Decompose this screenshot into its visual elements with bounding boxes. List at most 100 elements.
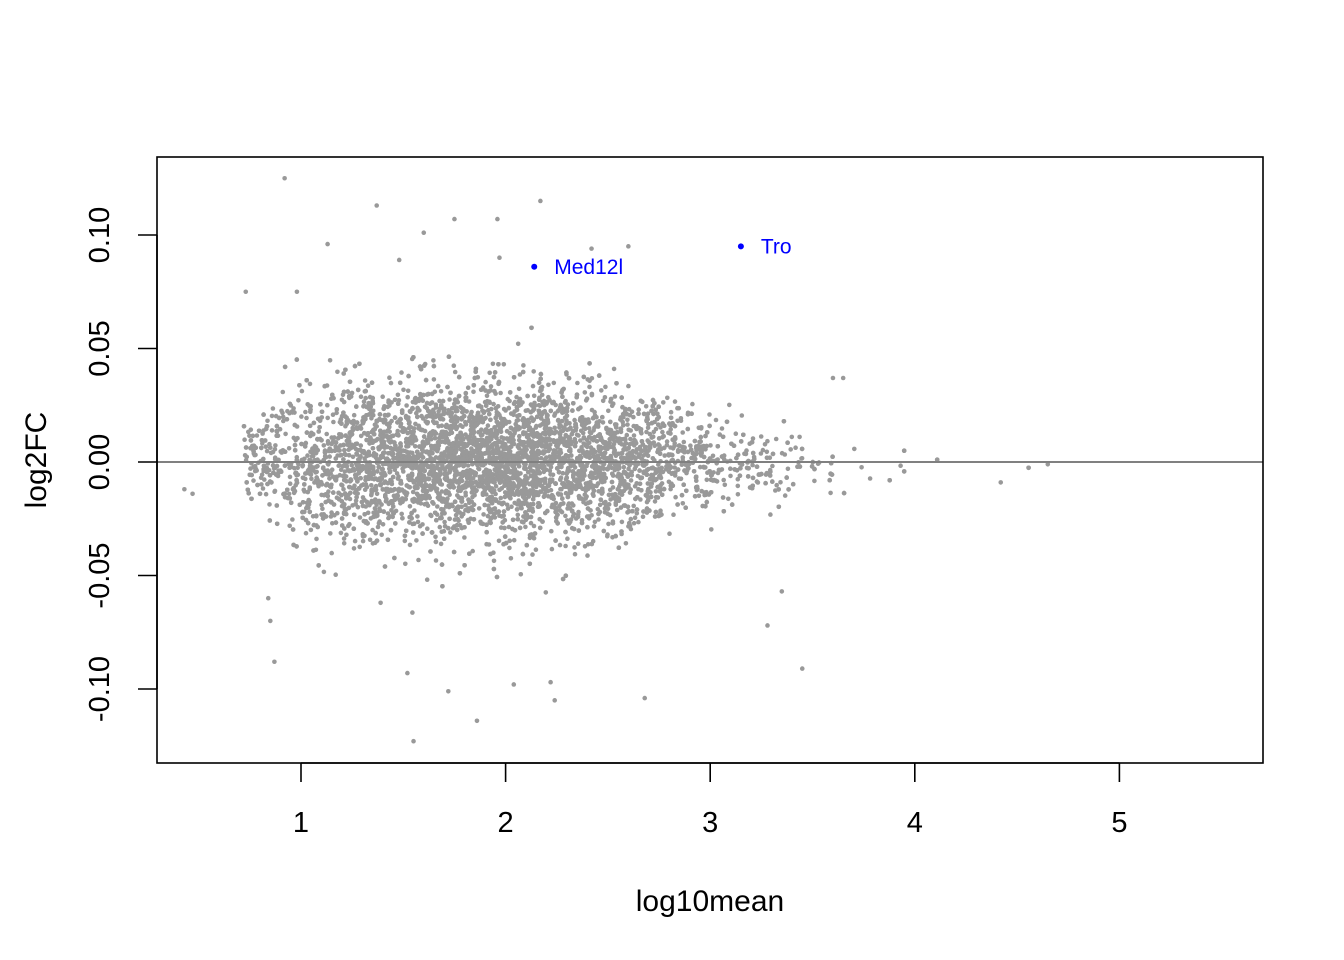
data-point: [292, 442, 298, 448]
data-point: [335, 369, 340, 375]
data-point: [451, 363, 457, 369]
data-point: [347, 521, 352, 527]
data-point: [336, 463, 342, 469]
data-point: [447, 468, 453, 474]
data-point: [622, 503, 628, 508]
data-point: [762, 442, 768, 447]
data-point: [280, 410, 285, 416]
data-point: [339, 482, 344, 488]
data-point: [438, 416, 443, 422]
data-point: [370, 527, 375, 533]
data-point: [376, 498, 382, 504]
data-point: [535, 467, 540, 472]
data-point: [555, 521, 560, 526]
data-point: [678, 416, 684, 421]
data-point: [312, 480, 317, 485]
data-point: [494, 574, 500, 580]
data-point: [389, 400, 394, 405]
data-point: [612, 492, 617, 498]
data-point: [403, 561, 408, 567]
data-point: [502, 494, 508, 500]
data-point: [638, 497, 643, 502]
data-point: [770, 463, 775, 469]
data-point: [672, 465, 677, 470]
data-point: [481, 512, 486, 517]
data-point: [493, 491, 498, 497]
data-point: [675, 405, 680, 411]
data-point: [501, 541, 506, 547]
data-point: [256, 428, 262, 434]
data-point: [433, 534, 438, 540]
data-point: [859, 465, 864, 470]
data-point: [523, 408, 529, 414]
data-point: [701, 465, 707, 470]
data-point: [493, 483, 499, 489]
data-point: [563, 421, 569, 427]
data-point: [303, 530, 309, 536]
data-point: [351, 426, 357, 432]
data-point: [273, 443, 278, 448]
data-point: [599, 491, 605, 496]
data-point: [296, 461, 301, 467]
data-point: [404, 436, 409, 442]
data-point: [328, 514, 334, 519]
data-point: [722, 482, 728, 488]
data-point: [356, 486, 362, 491]
data-point: [336, 490, 341, 496]
data-point: [349, 432, 355, 437]
data-point: [520, 454, 526, 460]
data-point: [633, 464, 639, 469]
data-point: [301, 487, 307, 493]
data-point: [564, 483, 570, 488]
data-point: [404, 403, 409, 408]
data-point: [448, 530, 453, 535]
data-point: [898, 463, 903, 469]
data-point: [556, 450, 562, 455]
data-point: [410, 489, 416, 495]
data-point: [788, 447, 793, 452]
data-point: [412, 444, 418, 449]
data-point: [609, 479, 615, 485]
data-point: [448, 427, 454, 433]
data-point: [505, 506, 511, 511]
data-point: [569, 501, 575, 506]
data-point: [670, 437, 675, 443]
data-point: [362, 456, 367, 461]
data-point: [516, 386, 522, 392]
data-point: [518, 572, 524, 577]
data-point: [607, 436, 612, 442]
data-point: [549, 528, 554, 534]
data-point: [755, 480, 761, 485]
data-point: [342, 526, 347, 531]
data-point: [438, 515, 444, 520]
data-point: [272, 489, 277, 495]
data-point: [625, 422, 630, 427]
data-point: [613, 425, 619, 430]
data-point: [387, 470, 393, 475]
data-point: [621, 423, 626, 428]
data-point: [661, 423, 667, 429]
data-point: [452, 401, 457, 407]
data-point: [387, 421, 393, 426]
data-point: [407, 504, 413, 509]
data-point: [287, 523, 293, 529]
data-point: [511, 412, 516, 418]
data-point: [385, 480, 391, 486]
data-point: [696, 493, 702, 499]
data-point: [432, 510, 438, 516]
data-point: [285, 408, 290, 414]
data-point: [589, 376, 595, 381]
data-point: [436, 456, 442, 461]
data-point: [552, 413, 557, 418]
data-point: [488, 384, 494, 389]
data-point: [387, 375, 392, 381]
data-point: [341, 389, 347, 395]
data-point: [750, 462, 755, 468]
data-point: [616, 545, 622, 550]
data-point: [484, 541, 489, 547]
data-point: [599, 436, 604, 442]
data-point: [612, 394, 618, 399]
data-point: [515, 502, 520, 507]
data-point: [668, 427, 673, 432]
data-points: [182, 175, 1051, 744]
